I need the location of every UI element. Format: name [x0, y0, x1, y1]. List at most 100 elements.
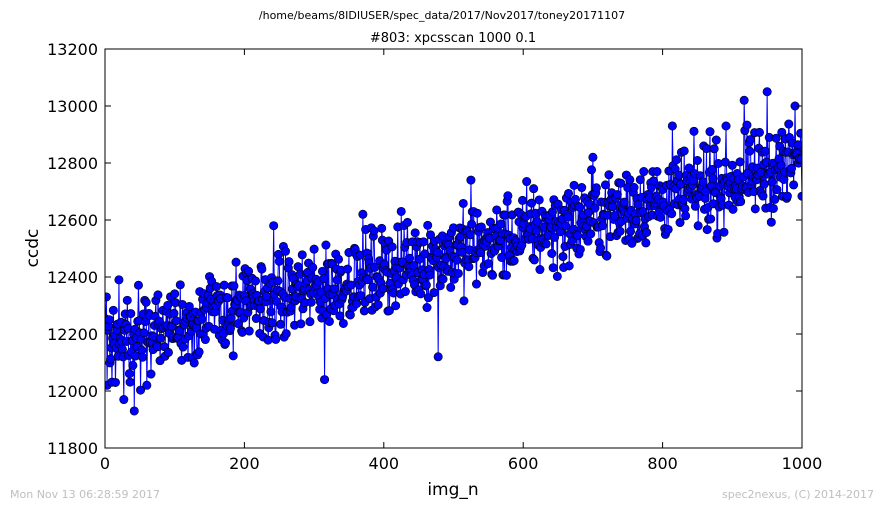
data-point — [370, 262, 380, 272]
data-point — [255, 304, 265, 314]
data-point — [708, 174, 718, 184]
data-point — [309, 244, 319, 254]
data-point — [244, 266, 254, 276]
data-point — [269, 221, 279, 231]
data-point — [139, 328, 149, 338]
data-point — [422, 303, 432, 313]
data-point — [719, 227, 729, 237]
y-tick-label: 12000 — [47, 382, 98, 401]
data-point — [233, 319, 243, 329]
data-point — [548, 263, 558, 273]
data-point — [223, 293, 233, 303]
data-point — [225, 323, 235, 333]
data-point — [433, 352, 443, 362]
data-point — [108, 305, 118, 315]
data-point — [321, 240, 331, 250]
data-point — [667, 121, 677, 131]
data-point — [552, 271, 562, 281]
data-point — [274, 256, 284, 266]
data-point — [745, 146, 755, 156]
data-point — [378, 284, 388, 294]
data-point — [675, 218, 685, 228]
data-point — [735, 157, 745, 167]
data-point — [133, 280, 143, 290]
data-point — [266, 307, 276, 317]
data-point — [721, 121, 731, 131]
data-point — [319, 274, 329, 284]
data-point — [197, 314, 207, 324]
data-point — [409, 261, 419, 271]
data-point — [387, 242, 397, 252]
data-point — [317, 266, 327, 276]
data-point — [194, 347, 204, 357]
data-point — [674, 170, 684, 180]
data-point — [629, 183, 639, 193]
data-point — [707, 165, 717, 175]
data-point — [588, 152, 598, 162]
data-point — [782, 191, 792, 201]
data-point — [231, 257, 241, 267]
data-point — [244, 326, 254, 336]
data-point — [262, 291, 272, 301]
data-point — [567, 236, 577, 246]
data-point — [656, 212, 666, 222]
data-point — [400, 287, 410, 297]
y-axis-label: ccdc — [23, 229, 43, 268]
data-point — [184, 301, 194, 311]
data-point — [458, 198, 468, 208]
y-tick-label: 13000 — [47, 97, 98, 116]
data-point — [789, 180, 799, 190]
data-point — [598, 221, 608, 231]
data-point — [501, 270, 511, 280]
data-point — [610, 211, 620, 221]
data-point — [129, 406, 139, 416]
data-point — [163, 300, 173, 310]
data-point — [212, 282, 222, 292]
data-point — [641, 238, 651, 248]
data-point — [642, 228, 652, 238]
data-point — [596, 243, 606, 253]
data-point — [423, 220, 433, 230]
data-point — [419, 237, 429, 247]
y-tick-label: 12400 — [47, 268, 98, 287]
data-point — [175, 326, 185, 336]
data-point — [532, 217, 542, 227]
y-tick-label: 12800 — [47, 154, 98, 173]
data-point — [105, 292, 111, 302]
data-point — [338, 318, 348, 328]
data-point — [425, 270, 435, 280]
data-point — [466, 175, 476, 185]
data-point — [527, 198, 537, 208]
data-point — [529, 184, 539, 194]
data-point — [787, 163, 797, 173]
data-point — [119, 395, 129, 405]
data-point — [604, 170, 614, 180]
data-point — [754, 127, 764, 137]
data-point — [768, 203, 778, 213]
x-axis-label: img_n — [427, 480, 478, 500]
data-point — [793, 140, 802, 150]
x-tick-label: 0 — [100, 454, 110, 473]
data-point — [368, 282, 378, 292]
y-tick-label: 12200 — [47, 325, 98, 344]
data-point — [156, 333, 166, 343]
data-point — [464, 262, 474, 272]
data-point — [476, 222, 486, 232]
data-point — [534, 195, 544, 205]
data-point — [472, 208, 482, 218]
data-point — [153, 290, 163, 300]
data-point — [509, 256, 519, 266]
file-path-title: /home/beams/8IDIUSER/spec_data/2017/Nov2… — [259, 9, 625, 22]
data-point — [561, 221, 571, 231]
y-tick-label: 11800 — [47, 439, 98, 458]
data-point — [760, 146, 770, 156]
data-point — [684, 163, 694, 173]
data-point — [293, 262, 303, 272]
plot-area — [104, 48, 803, 449]
data-point — [457, 247, 467, 257]
data-point — [563, 212, 573, 222]
data-point — [345, 310, 355, 320]
data-point — [171, 316, 181, 326]
x-tick-label: 400 — [369, 454, 400, 473]
data-point — [320, 375, 330, 385]
